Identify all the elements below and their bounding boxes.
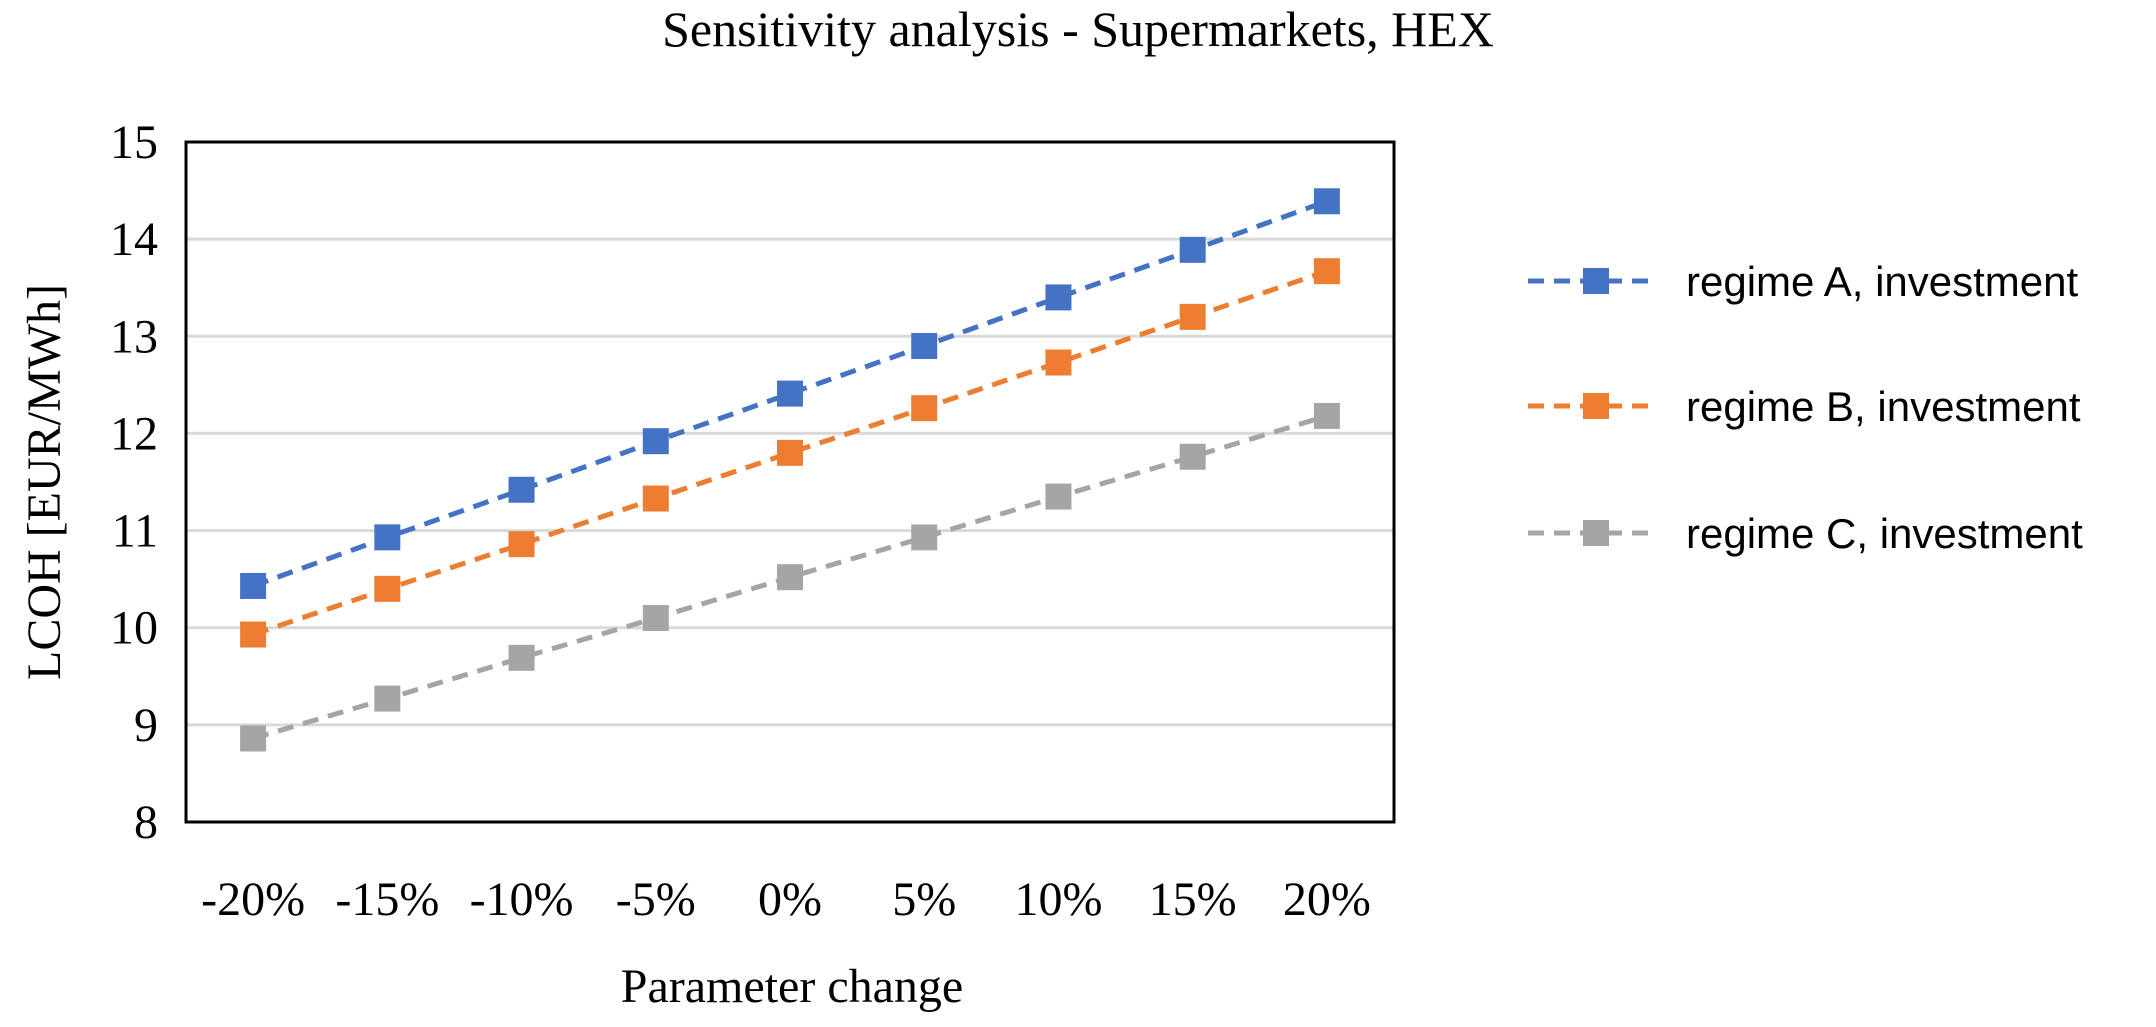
x-axis-label: Parameter change bbox=[621, 960, 963, 1013]
series-a bbox=[240, 188, 1340, 599]
data-point bbox=[1045, 349, 1072, 376]
x-tick-label: -10% bbox=[470, 873, 574, 926]
data-point bbox=[777, 380, 803, 407]
x-tick-label: 20% bbox=[1283, 873, 1371, 926]
x-tick-label: 15% bbox=[1149, 873, 1237, 926]
legend-label: regime B, investment bbox=[1686, 383, 2081, 430]
legend-marker bbox=[1583, 393, 1609, 419]
data-point bbox=[1179, 236, 1206, 263]
data-point bbox=[911, 524, 938, 551]
chart-title: Sensitivity analysis - Supermarkets, HEX bbox=[662, 1, 1494, 57]
y-tick-label: 11 bbox=[112, 505, 158, 558]
series-group bbox=[240, 188, 1340, 752]
data-point bbox=[911, 333, 938, 359]
legend-marker bbox=[1583, 520, 1609, 546]
legend: regime A, investment regime B, investment… bbox=[1528, 258, 2083, 557]
data-point bbox=[642, 485, 669, 512]
data-point bbox=[1313, 188, 1340, 215]
x-tick-labels: -20% -15% -10% -5% 0% 5% 10% 15% 20% bbox=[201, 873, 1371, 926]
series-c bbox=[240, 402, 1340, 752]
data-point bbox=[1045, 284, 1072, 311]
y-tick-label: 13 bbox=[110, 310, 158, 363]
data-point bbox=[1179, 443, 1206, 470]
x-tick-label: 5% bbox=[892, 873, 956, 926]
gridlines bbox=[186, 237, 1394, 727]
y-tick-labels: 8 9 10 11 12 13 14 15 bbox=[110, 116, 158, 849]
data-point bbox=[240, 621, 267, 648]
y-axis-label: LCOH [EUR/MWh] bbox=[18, 284, 71, 680]
series-b bbox=[240, 258, 1340, 648]
data-point bbox=[1045, 483, 1072, 510]
x-tick-label: -5% bbox=[616, 873, 696, 926]
y-tick-label: 15 bbox=[110, 116, 158, 169]
legend-label: regime A, investment bbox=[1686, 258, 2079, 305]
y-tick-label: 12 bbox=[110, 407, 158, 460]
x-tick-label: -15% bbox=[335, 873, 439, 926]
legend-item: regime B, investment bbox=[1528, 383, 2081, 430]
series-line bbox=[252, 198, 1328, 589]
y-tick-label: 8 bbox=[134, 796, 158, 849]
data-point bbox=[642, 605, 669, 631]
x-tick-label: -20% bbox=[201, 873, 305, 926]
series-line bbox=[252, 268, 1328, 637]
y-tick-label: 9 bbox=[134, 699, 158, 752]
y-tick-label: 10 bbox=[110, 602, 158, 655]
plot-area-frame bbox=[184, 140, 1396, 824]
x-tick-label: 0% bbox=[758, 873, 822, 926]
data-point bbox=[911, 395, 938, 422]
legend-item: regime A, investment bbox=[1528, 258, 2079, 305]
data-point bbox=[1313, 258, 1340, 285]
legend-item: regime C, investment bbox=[1528, 510, 2083, 557]
data-point bbox=[777, 564, 803, 591]
data-point bbox=[508, 531, 535, 558]
data-point bbox=[777, 439, 803, 466]
legend-marker bbox=[1583, 268, 1609, 294]
legend-label: regime C, investment bbox=[1686, 510, 2083, 557]
data-point bbox=[374, 685, 401, 712]
data-point bbox=[508, 476, 535, 503]
data-point bbox=[1179, 303, 1206, 330]
data-point bbox=[374, 524, 401, 551]
data-point bbox=[374, 575, 401, 602]
data-point bbox=[240, 572, 267, 599]
data-point bbox=[508, 644, 535, 671]
data-point bbox=[1313, 402, 1340, 429]
y-tick-label: 14 bbox=[110, 213, 158, 266]
data-point bbox=[240, 725, 267, 752]
x-tick-label: 10% bbox=[1014, 873, 1102, 926]
data-point bbox=[642, 428, 669, 455]
